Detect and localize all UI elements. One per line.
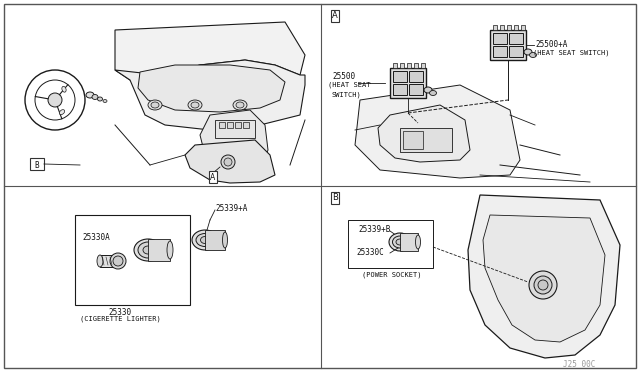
Bar	[521, 25, 525, 30]
Text: (HEAT SEAT: (HEAT SEAT	[328, 82, 371, 89]
Bar	[414, 63, 418, 68]
Polygon shape	[115, 60, 305, 130]
Circle shape	[48, 93, 62, 107]
Bar	[493, 46, 507, 57]
Bar	[75, 215, 190, 305]
Bar	[393, 71, 407, 82]
Circle shape	[538, 280, 548, 290]
Ellipse shape	[524, 49, 532, 55]
Ellipse shape	[233, 100, 247, 110]
Ellipse shape	[424, 87, 432, 93]
Text: (CIGERETTE LIGHTER): (CIGERETTE LIGHTER)	[79, 316, 161, 323]
Bar	[215, 120, 255, 138]
Circle shape	[113, 256, 123, 266]
Ellipse shape	[529, 52, 536, 58]
Text: B: B	[35, 161, 39, 170]
Ellipse shape	[200, 237, 209, 244]
Bar	[393, 84, 407, 95]
Bar	[507, 25, 511, 30]
Bar	[30, 158, 44, 170]
Text: 25500: 25500	[332, 72, 355, 81]
Bar	[490, 30, 526, 60]
Ellipse shape	[138, 242, 158, 258]
Ellipse shape	[97, 97, 102, 101]
Bar	[409, 84, 423, 95]
Ellipse shape	[151, 102, 159, 108]
Text: 25339+A: 25339+A	[215, 204, 248, 213]
Circle shape	[534, 276, 552, 294]
Text: 25500+A: 25500+A	[535, 40, 568, 49]
Ellipse shape	[60, 110, 65, 115]
Bar	[407, 63, 411, 68]
Polygon shape	[355, 85, 520, 178]
Polygon shape	[115, 22, 305, 80]
Text: 25330A: 25330A	[82, 233, 109, 242]
Bar	[100, 255, 118, 267]
Bar	[400, 233, 418, 251]
Bar	[493, 25, 497, 30]
Text: 25330C: 25330C	[356, 248, 384, 257]
Bar	[235, 122, 241, 128]
Polygon shape	[468, 195, 620, 358]
Bar	[500, 25, 504, 30]
Ellipse shape	[192, 230, 218, 250]
Ellipse shape	[196, 234, 214, 247]
Text: B: B	[332, 193, 338, 202]
Bar	[493, 33, 507, 44]
Polygon shape	[378, 105, 470, 162]
Ellipse shape	[134, 239, 162, 261]
Text: 25330: 25330	[108, 308, 132, 317]
Polygon shape	[138, 65, 285, 112]
Bar	[390, 68, 426, 98]
Ellipse shape	[188, 100, 202, 110]
Ellipse shape	[103, 99, 107, 103]
Circle shape	[221, 155, 235, 169]
Ellipse shape	[236, 102, 244, 108]
Text: A: A	[211, 173, 216, 182]
Bar	[403, 131, 423, 149]
Text: 25339+B: 25339+B	[358, 225, 390, 234]
Bar	[509, 33, 523, 44]
Bar	[348, 220, 433, 268]
Ellipse shape	[92, 94, 98, 99]
Ellipse shape	[191, 102, 199, 108]
Ellipse shape	[143, 246, 153, 254]
Bar	[509, 46, 523, 57]
Text: (POWER SOCKET): (POWER SOCKET)	[362, 272, 422, 279]
Bar	[205, 230, 225, 250]
Ellipse shape	[97, 255, 103, 267]
Ellipse shape	[148, 100, 162, 110]
Ellipse shape	[415, 235, 420, 249]
Bar	[409, 71, 423, 82]
Circle shape	[110, 253, 126, 269]
Polygon shape	[200, 110, 268, 170]
Polygon shape	[483, 215, 605, 342]
Text: SWITCH): SWITCH)	[332, 91, 362, 97]
Bar	[227, 122, 233, 128]
Bar	[219, 122, 225, 128]
Polygon shape	[185, 140, 275, 183]
Ellipse shape	[392, 236, 408, 248]
Bar	[514, 25, 518, 30]
Bar	[421, 63, 425, 68]
Ellipse shape	[396, 239, 404, 245]
Text: (HEAT SEAT SWITCH): (HEAT SEAT SWITCH)	[533, 49, 609, 55]
Bar	[400, 63, 404, 68]
Text: A: A	[332, 12, 338, 20]
Bar	[393, 63, 397, 68]
Ellipse shape	[62, 86, 66, 92]
Bar	[243, 122, 249, 128]
Circle shape	[224, 158, 232, 166]
Bar	[148, 239, 170, 261]
Ellipse shape	[429, 90, 436, 96]
Ellipse shape	[167, 241, 173, 259]
Ellipse shape	[86, 92, 94, 98]
Bar	[400, 128, 452, 152]
Text: J25 00C: J25 00C	[563, 360, 595, 369]
Ellipse shape	[389, 233, 411, 251]
Ellipse shape	[223, 232, 227, 248]
Circle shape	[529, 271, 557, 299]
